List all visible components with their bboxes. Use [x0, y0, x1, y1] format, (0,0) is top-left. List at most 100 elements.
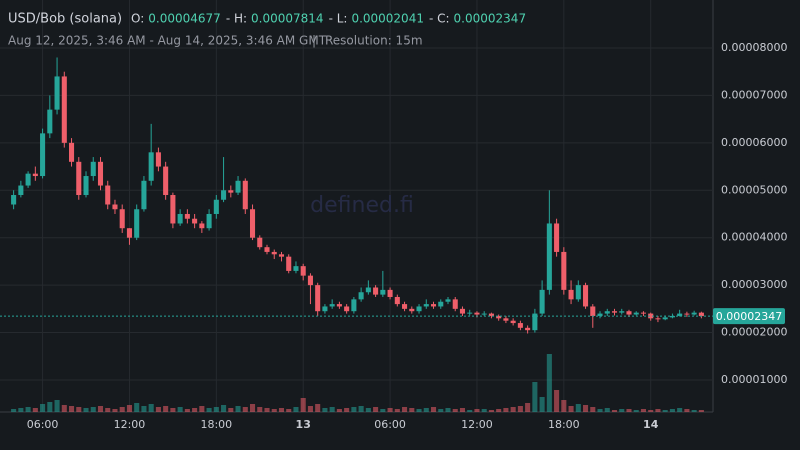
candle-body — [575, 285, 581, 300]
separator: | — [312, 34, 316, 48]
candle-body — [351, 299, 357, 312]
candle-body — [47, 109, 53, 134]
volume-bar — [409, 408, 415, 412]
candle-body — [134, 209, 140, 238]
volume-bar — [394, 409, 400, 412]
stat-label: - H: — [226, 12, 247, 26]
candle-body — [25, 173, 31, 186]
candle-body — [633, 312, 639, 315]
candle-body — [155, 152, 161, 167]
candle-body — [11, 195, 17, 205]
candle-body — [503, 318, 509, 321]
volume-bar — [510, 407, 516, 412]
candle-body — [235, 180, 241, 193]
candle-body — [163, 166, 169, 196]
stat-value: 0.00004677 — [148, 12, 221, 26]
candle-body — [126, 228, 132, 238]
volume-bar — [590, 407, 596, 412]
volume-bar — [105, 408, 111, 412]
volume-bar — [40, 404, 46, 412]
volume-bar — [11, 409, 17, 412]
stat-label: O: — [131, 12, 144, 26]
candle-body — [590, 306, 596, 316]
candle-body — [264, 247, 270, 252]
volume-bar — [286, 409, 292, 412]
volume-bar — [47, 402, 53, 412]
volume-bar — [416, 409, 422, 412]
volume-bar — [488, 410, 494, 412]
candle-body — [648, 313, 654, 319]
candle-body — [286, 256, 292, 271]
volume-bar — [271, 409, 277, 412]
candle-body — [221, 190, 227, 200]
x-tick-label: 06:00 — [374, 418, 406, 431]
volume-bar — [293, 407, 299, 412]
candle-body — [373, 287, 379, 295]
volume-bar — [474, 409, 480, 412]
candle-body — [76, 161, 82, 196]
candle-body — [554, 223, 560, 252]
volume-bar — [373, 407, 379, 412]
x-tick-label: 12:00 — [461, 418, 493, 431]
candle-body — [387, 289, 393, 297]
volume-bar — [177, 407, 183, 412]
volume-bar — [430, 407, 437, 412]
volume-bar — [90, 407, 96, 412]
candle-body — [300, 266, 306, 276]
volume-bar — [257, 407, 263, 412]
volume-bar — [539, 397, 545, 412]
candle-body — [315, 285, 321, 312]
volume-bar — [684, 409, 690, 412]
y-tick-label: 0.00008000 — [721, 41, 787, 54]
resolution: Resolution: 15m — [325, 34, 423, 48]
volume-bar — [184, 409, 190, 412]
volume-bar — [228, 408, 234, 412]
volume-bar — [76, 407, 82, 412]
candle-body — [532, 313, 538, 331]
candle-body — [271, 251, 277, 255]
candle-body — [242, 180, 248, 210]
volume-bar — [336, 409, 342, 412]
volume-bar — [83, 408, 89, 412]
grid — [0, 0, 713, 412]
candle-body — [307, 275, 313, 286]
candle-body — [32, 173, 38, 177]
candle-body — [293, 266, 299, 271]
candle-body — [539, 289, 545, 314]
volume-bar — [561, 400, 567, 412]
volume-bar — [568, 406, 574, 412]
volume-bar — [597, 409, 603, 412]
volume-bar — [503, 408, 509, 412]
volume-bar — [249, 404, 256, 412]
x-tick-label: 14 — [643, 418, 659, 431]
candle-body — [213, 199, 219, 214]
last-price-box — [713, 308, 785, 325]
stat-value: 0.00002347 — [454, 12, 527, 26]
candle-body — [568, 289, 574, 300]
candle-body — [90, 161, 96, 177]
candle-body — [619, 311, 625, 313]
volume-bar — [69, 406, 75, 412]
volume-bar — [344, 408, 350, 412]
candle-body — [496, 315, 502, 319]
candle-body — [40, 133, 46, 177]
volume-bar — [206, 408, 212, 412]
volume-bar — [300, 398, 306, 412]
candle-body — [698, 312, 704, 317]
volume-bar — [402, 407, 408, 412]
volume-bar — [119, 407, 125, 412]
candle-body — [228, 190, 234, 193]
candle-body — [184, 213, 190, 219]
volume-bar — [307, 406, 313, 412]
candle-body — [61, 76, 67, 143]
candle-body — [278, 254, 285, 257]
volume-bar — [611, 410, 618, 412]
candle-body — [112, 204, 118, 210]
y-tick-label: 0.00005000 — [721, 183, 787, 196]
volume-bar — [459, 408, 466, 412]
candle-body — [474, 312, 480, 315]
watermark: defined.fi — [310, 193, 414, 218]
candle-body — [583, 285, 589, 307]
